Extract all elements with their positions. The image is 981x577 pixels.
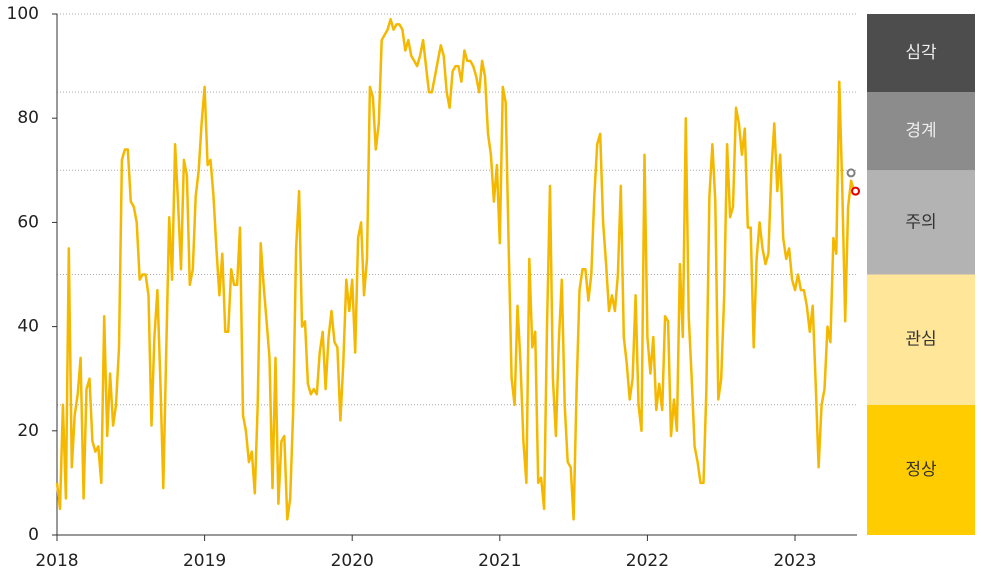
x-tick-label: 2020	[331, 551, 374, 571]
band	[867, 274, 975, 405]
band	[867, 92, 975, 171]
y-tick-label: 60	[17, 212, 39, 232]
x-tick-label: 2023	[773, 551, 816, 571]
marker	[846, 168, 856, 178]
y-tick-label: 0	[28, 525, 39, 545]
x-tick-label: 2021	[478, 551, 521, 571]
band-label: 경계	[905, 121, 936, 141]
band	[867, 14, 975, 93]
y-tick-label: 40	[17, 317, 39, 337]
y-tick-label: 80	[17, 108, 39, 128]
band-label: 정상	[905, 460, 937, 480]
band-label: 관심	[905, 330, 936, 350]
band	[867, 170, 975, 275]
y-tick-label: 100	[7, 4, 39, 24]
band-label: 심각	[905, 43, 937, 63]
band	[867, 404, 975, 535]
x-tick-label: 2019	[183, 551, 226, 571]
line	[55, 17, 856, 521]
x-tick-label: 2018	[35, 551, 78, 571]
marker	[851, 186, 861, 196]
band-label: 주의	[905, 212, 936, 232]
y-tick-label: 20	[17, 421, 39, 441]
x-tick-label: 2022	[626, 551, 669, 571]
